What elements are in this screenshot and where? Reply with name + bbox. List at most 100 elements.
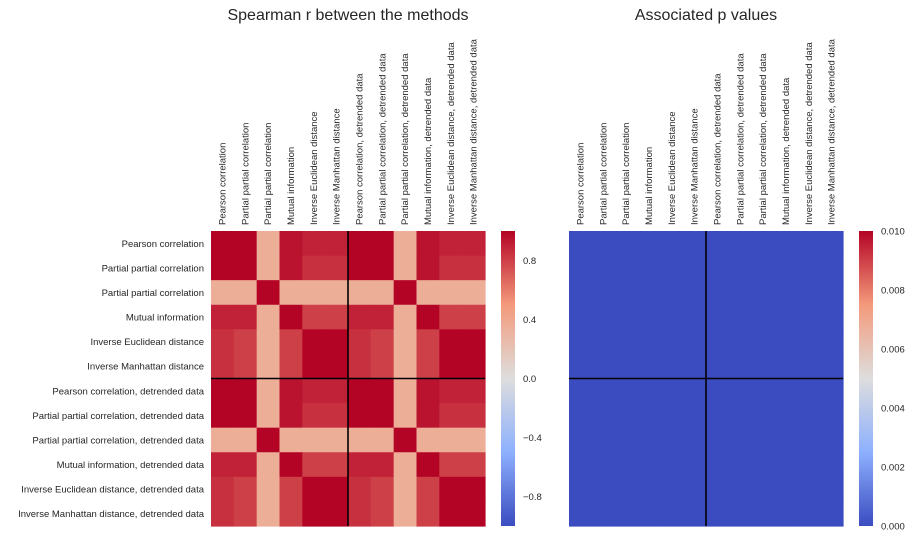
heatmap-cell xyxy=(211,403,235,429)
heatmap-cell xyxy=(393,427,418,453)
heatmap-cell xyxy=(439,452,463,478)
heatmap-cell xyxy=(614,403,639,429)
spearman-column-labels: Pearson correlation Partial partial corre… xyxy=(217,38,479,225)
heatmap-cell xyxy=(706,501,730,527)
column-label: Partial partial correlation, detrended d… xyxy=(377,53,388,225)
heatmap-cell xyxy=(439,501,463,527)
heatmap-cell xyxy=(233,452,258,478)
heatmap-cell xyxy=(774,255,798,281)
heatmap-cell xyxy=(370,353,395,380)
heatmap-cell xyxy=(439,304,463,330)
column-label: Mutual information xyxy=(286,147,297,225)
column-label: Inverse Manhattan distance, detrended da… xyxy=(469,38,480,225)
heatmap-cell xyxy=(728,280,753,306)
heatmap-cell xyxy=(751,403,776,429)
heatmap-cell xyxy=(302,353,326,380)
heatmap-cell xyxy=(256,403,281,429)
heatmap-cell xyxy=(751,280,776,306)
heatmap-cell xyxy=(751,452,776,478)
heatmap-cell xyxy=(751,353,776,380)
heatmap-cell xyxy=(728,476,753,503)
colorbar-tick-label: 0.8 xyxy=(523,256,536,267)
spearman-colorbar: 0.8 0.4 0.0 −0.4 −0.8 xyxy=(501,231,542,526)
pvalue-dividers xyxy=(569,231,843,526)
column-label: Inverse Manhattan distance, detrended da… xyxy=(827,38,838,225)
heatmap-cell xyxy=(797,427,821,453)
heatmap-cell xyxy=(637,501,661,527)
heatmap-cell xyxy=(348,501,372,527)
heatmap-cell xyxy=(774,452,798,478)
heatmap-cell xyxy=(233,255,258,281)
heatmap-cell xyxy=(416,403,440,429)
heatmap-cell xyxy=(591,501,616,527)
heatmap-cell xyxy=(370,378,395,404)
heatmap-cell xyxy=(683,255,707,281)
heatmap-cell xyxy=(797,452,821,478)
heatmap-cell xyxy=(660,378,684,404)
column-label: Mutual information xyxy=(644,147,655,225)
heatmap-cell xyxy=(325,501,349,527)
heatmap-cell xyxy=(325,255,349,281)
column-label: Partial partial correlation xyxy=(240,123,251,225)
heatmap-cell xyxy=(439,280,463,306)
heatmap-cell xyxy=(370,501,395,527)
heatmap-cell xyxy=(751,378,776,404)
column-label: Inverse Manhattan distance xyxy=(690,108,701,225)
heatmap-cell xyxy=(439,403,463,429)
heatmap-cell xyxy=(569,231,593,257)
heatmap-cell xyxy=(660,304,684,330)
heatmap-cell xyxy=(233,353,258,380)
heatmap-cell xyxy=(416,378,440,404)
heatmap-cell xyxy=(751,255,776,281)
heatmap-cell xyxy=(256,476,281,503)
heatmap-cell xyxy=(256,353,281,380)
heatmap-cell xyxy=(569,452,593,478)
heatmap-cell xyxy=(211,255,235,281)
heatmap-cell xyxy=(751,231,776,257)
heatmap-cell xyxy=(706,476,730,503)
heatmap-cell xyxy=(751,304,776,330)
heatmap-cell xyxy=(683,501,707,527)
heatmap-cell xyxy=(637,403,661,429)
heatmap-cell xyxy=(393,329,418,355)
heatmap-cell xyxy=(660,353,684,380)
heatmap-cell xyxy=(591,452,616,478)
heatmap-cell xyxy=(660,501,684,527)
heatmap-cell xyxy=(462,255,486,281)
heatmap-cell xyxy=(211,280,235,306)
heatmap-cell xyxy=(302,378,326,404)
heatmap-cell xyxy=(462,378,486,404)
heatmap-cell xyxy=(797,353,821,380)
heatmap-cell xyxy=(416,304,440,330)
heatmap-cell xyxy=(569,403,593,429)
column-label: Pearson correlation, detrended data xyxy=(354,73,365,225)
heatmap-cell xyxy=(393,476,418,503)
column-label: Partial partial correlation, detrended d… xyxy=(400,53,411,225)
colorbar-tick-label: 0.006 xyxy=(881,345,905,356)
heatmap-cell xyxy=(439,378,463,404)
colorbar-tick-label: 0.002 xyxy=(881,463,905,474)
heatmap-cell xyxy=(233,304,258,330)
spearman-heatmap-cells xyxy=(211,231,486,527)
heatmap-cell xyxy=(774,231,798,257)
heatmap-cell xyxy=(569,304,593,330)
heatmap-cell xyxy=(706,378,730,404)
heatmap-cell xyxy=(348,378,372,404)
heatmap-cell xyxy=(370,452,395,478)
heatmap-cell xyxy=(660,231,684,257)
heatmap-cell xyxy=(416,280,440,306)
heatmap-cell xyxy=(462,476,486,503)
spearman-heatmap: Spearman r between the methods Pearson c… xyxy=(18,7,486,527)
heatmap-cell xyxy=(591,280,616,306)
spearman-colorbar-ticks: 0.8 0.4 0.0 −0.4 −0.8 xyxy=(523,256,542,503)
heatmap-cell xyxy=(774,353,798,380)
heatmap-cell xyxy=(637,231,661,257)
heatmap-cell xyxy=(751,329,776,355)
colorbar-tick-label: 0.4 xyxy=(523,315,536,326)
heatmap-cell xyxy=(591,403,616,429)
heatmap-cell xyxy=(370,329,395,355)
heatmap-cell xyxy=(820,427,844,453)
heatmap-cell xyxy=(797,231,821,257)
column-label: Inverse Euclidean distance xyxy=(667,111,678,225)
